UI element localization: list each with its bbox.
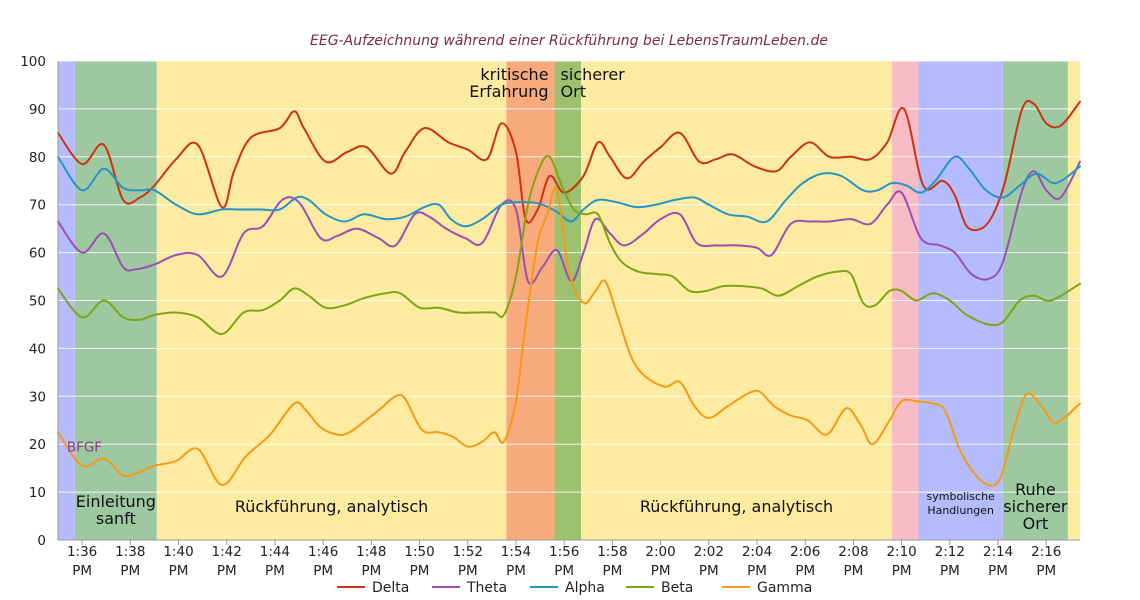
series-line-theta	[57, 160, 1081, 285]
phase-label-5-line-0: Rückführung, analytisch	[640, 497, 833, 516]
y-tick-label-0: 0	[37, 533, 46, 549]
phase-label-4-line-0: sicherer	[561, 65, 626, 84]
x-tick-ampm-64: PM	[747, 563, 767, 579]
x-tick-label-44: 1:44	[260, 544, 290, 560]
x-tick-ampm-66: PM	[795, 563, 815, 579]
x-tick-label-52: 1:52	[453, 544, 483, 560]
x-tick-label-48: 1:48	[356, 544, 386, 560]
x-tick-label-72: 2:12	[935, 544, 965, 560]
legend-label-beta: Beta	[661, 580, 693, 596]
axes: 0 10 20 30 40 50 60 70 80 90 100 1:36 PM 1:38 PM 1:40 PM…	[20, 54, 1080, 579]
legend-label-theta: Theta	[466, 580, 507, 596]
y-tick-label-100: 100	[20, 54, 46, 70]
y-tick-label-40: 40	[29, 341, 46, 357]
x-tick-ampm-54: PM	[506, 563, 526, 579]
x-tick-label-40: 1:40	[163, 544, 193, 560]
legend-label-alpha: Alpha	[565, 580, 605, 596]
x-tick-label-38: 1:38	[115, 544, 145, 560]
chart-title: EEG-Aufzeichnung während einer Rückführu…	[310, 33, 828, 49]
phase-label-7-line-0: symbolische	[927, 490, 996, 503]
series-line-gamma	[57, 187, 1081, 487]
phase-label-8-line-0: Ruhe	[1015, 480, 1056, 499]
legend-label-gamma: Gamma	[757, 580, 812, 596]
phase-label-1-line-1: sanft	[96, 509, 136, 528]
y-tick-label-90: 90	[29, 102, 46, 118]
y-tick-label-50: 50	[29, 294, 46, 310]
x-tick-label-74: 2:14	[983, 544, 1013, 560]
x-tick-label-50: 1:50	[404, 544, 434, 560]
x-tick-ampm-42: PM	[217, 563, 237, 579]
y-tick-label-60: 60	[29, 246, 46, 262]
x-tick-label-54: 1:54	[501, 544, 531, 560]
legend-label-delta: Delta	[372, 580, 409, 596]
series-line-delta	[57, 99, 1081, 232]
x-tick-label-62: 2:02	[694, 544, 724, 560]
x-tick-ampm-44: PM	[265, 563, 285, 579]
x-tick-ampm-72: PM	[940, 563, 960, 579]
y-tick-label-30: 30	[29, 389, 46, 405]
y-tick-label-10: 10	[29, 485, 46, 501]
x-tick-label-56: 1:56	[549, 544, 579, 560]
x-tick-ampm-60: PM	[651, 563, 671, 579]
x-tick-label-58: 1:58	[597, 544, 627, 560]
x-tick-label-60: 2:00	[645, 544, 675, 560]
bfgf-annotation: BFGF	[67, 440, 102, 456]
x-tick-label-68: 2:08	[838, 544, 868, 560]
x-tick-ampm-76: PM	[1036, 563, 1056, 579]
phase-label-8-line-2: Ort	[1023, 514, 1048, 533]
x-tick-ampm-38: PM	[120, 563, 140, 579]
x-tick-ampm-48: PM	[361, 563, 381, 579]
x-tick-label-76: 2:16	[1031, 544, 1061, 560]
x-tick-label-46: 1:46	[308, 544, 338, 560]
series-line-beta	[57, 154, 1081, 335]
series-line-alpha	[57, 155, 1081, 228]
x-tick-ampm-50: PM	[410, 563, 430, 579]
x-tick-ampm-70: PM	[892, 563, 912, 579]
y-tick-label-20: 20	[29, 437, 46, 453]
x-tick-ampm-68: PM	[844, 563, 864, 579]
x-tick-ampm-74: PM	[988, 563, 1008, 579]
x-tick-ampm-52: PM	[458, 563, 478, 579]
grid-lines	[58, 60, 1080, 541]
phase-label-4-line-1: Ort	[561, 82, 586, 101]
phase-label-2-line-0: Rückführung, analytisch	[235, 497, 428, 516]
x-tick-label-64: 2:04	[742, 544, 772, 560]
x-tick-ampm-40: PM	[169, 563, 189, 579]
y-tick-label-70: 70	[29, 198, 46, 214]
phase-label-3-line-0: kritische	[480, 65, 548, 84]
x-tick-ampm-58: PM	[602, 563, 622, 579]
x-tick-ampm-62: PM	[699, 563, 719, 579]
data-series	[57, 99, 1081, 487]
x-tick-ampm-56: PM	[554, 563, 574, 579]
phase-label-1-line-0: Einleitung	[76, 492, 156, 511]
x-tick-label-66: 2:06	[790, 544, 820, 560]
x-tick-label-36: 1:36	[67, 544, 97, 560]
phase-label-7-line-1: Handlungen	[927, 504, 994, 517]
phase-label-3-line-1: Erfahrung	[469, 82, 548, 101]
x-tick-label-70: 2:10	[886, 544, 916, 560]
legend: Delta Theta Alpha Beta Gamma	[337, 580, 812, 596]
phase-label-8-line-1: sicherer	[1003, 497, 1068, 516]
y-tick-label-80: 80	[29, 150, 46, 166]
x-tick-ampm-46: PM	[313, 563, 333, 579]
x-tick-label-42: 1:42	[212, 544, 242, 560]
x-tick-ampm-36: PM	[72, 563, 92, 579]
